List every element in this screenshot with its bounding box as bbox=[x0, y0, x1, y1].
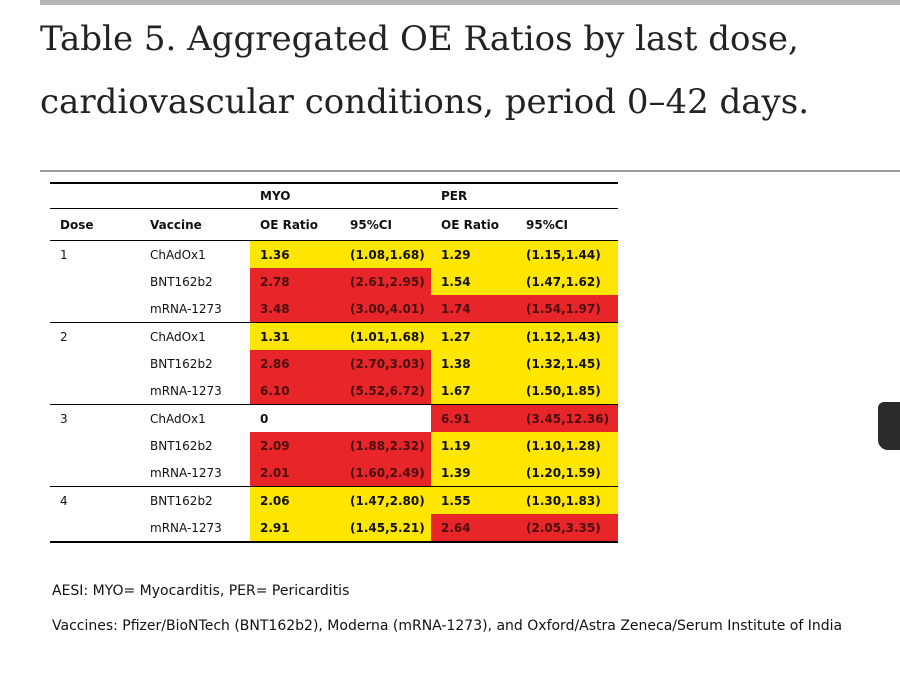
cell-dose bbox=[50, 295, 140, 323]
cell-vaccine: BNT162b2 bbox=[150, 438, 213, 453]
cell-dose bbox=[50, 377, 140, 405]
cell-per-oe: 1.19 bbox=[431, 432, 516, 459]
cell-per-ci: (1.15,1.44) bbox=[516, 240, 618, 268]
cell-dose: 3 bbox=[50, 404, 140, 432]
cell-vaccine: ChAdOx1 bbox=[140, 322, 250, 350]
cell-per-oe: 1.38 bbox=[431, 350, 516, 377]
cell-per-ci: (1.50,1.85) bbox=[516, 377, 618, 405]
table-title: Table 5. Aggregated OE Ratios by last do… bbox=[40, 19, 810, 122]
table-row: 2 ChAdOx1 1.31 (1.01,1.68) 1.27 (1.12,1.43) bbox=[50, 322, 618, 350]
table-row: 1 ChAdOx1 1.36 (1.08,1.68) 1.29 (1.15,1.44) bbox=[50, 240, 618, 268]
cell-vaccine: BNT162b2 bbox=[150, 274, 213, 289]
group-header-row: MYO PER bbox=[50, 183, 618, 209]
cell-per-oe: 1.27 bbox=[431, 322, 516, 350]
cell-myo-ci: (1.01,1.68) bbox=[340, 322, 431, 350]
cell-per-ci: (1.20,1.59) bbox=[516, 459, 618, 487]
cell-per-ci: (1.10,1.28) bbox=[516, 432, 618, 459]
oe-ratio-table: MYO PER Dose Vaccine OE Ratio 95%CI OE R… bbox=[50, 182, 618, 543]
cell-per-ci: (1.47,1.62) bbox=[516, 268, 618, 295]
group-header-myo: MYO bbox=[260, 189, 291, 203]
cell-per-ci: (1.30,1.83) bbox=[516, 486, 618, 514]
cell-myo-oe: 1.36 bbox=[250, 240, 340, 268]
cell-myo-ci: (2.61,2.95) bbox=[340, 268, 431, 295]
cell-per-oe: 2.64 bbox=[431, 514, 516, 543]
cell-myo-oe: 2.91 bbox=[250, 514, 340, 543]
table-row: BNT162b2 2.86 (2.70,3.03) 1.38 (1.32,1.45) bbox=[50, 350, 618, 377]
cell-vaccine: mRNA-1273 bbox=[150, 301, 222, 316]
group-header-empty bbox=[516, 183, 618, 209]
column-header-myo-ci: 95%CI bbox=[340, 208, 431, 241]
column-header-per-ci: 95%CI bbox=[516, 208, 618, 241]
table-row: 3 ChAdOx1 0 6.91 (3.45,12.36) bbox=[50, 404, 618, 432]
separator-rule bbox=[40, 170, 900, 172]
cell-dose bbox=[50, 459, 140, 487]
cell-myo-ci: (1.08,1.68) bbox=[340, 240, 431, 268]
table-row: BNT162b2 2.78 (2.61,2.95) 1.54 (1.47,1.62) bbox=[50, 268, 618, 295]
cell-vaccine: mRNA-1273 bbox=[150, 383, 222, 398]
cell-per-oe: 1.39 bbox=[431, 459, 516, 487]
footnote-vaccines: Vaccines: Pfizer/BioNTech (BNT162b2), Mo… bbox=[52, 618, 843, 634]
cell-per-ci: (1.32,1.45) bbox=[516, 350, 618, 377]
cell-per-ci: (1.12,1.43) bbox=[516, 322, 618, 350]
cell-per-ci: (1.54,1.97) bbox=[516, 295, 618, 323]
cell-dose: 2 bbox=[50, 322, 140, 350]
footnote-aesi: AESI: MYO= Myocarditis, PER= Pericarditi… bbox=[52, 583, 350, 599]
cell-myo-oe: 2.78 bbox=[250, 268, 340, 295]
cell-per-oe: 1.74 bbox=[431, 295, 516, 323]
table-row: mRNA-1273 2.91 (1.45,5.21) 2.64 (2.05,3.35) bbox=[50, 514, 618, 543]
group-header-empty bbox=[340, 183, 431, 209]
top-rule bbox=[40, 0, 900, 5]
cell-vaccine: ChAdOx1 bbox=[140, 404, 250, 432]
cell-per-oe: 6.91 bbox=[431, 404, 516, 432]
cell-myo-oe: 2.06 bbox=[250, 486, 340, 514]
column-header-dose: Dose bbox=[50, 208, 140, 241]
cell-dose bbox=[50, 514, 140, 543]
column-header-myo-oe: OE Ratio bbox=[250, 208, 340, 241]
cell-dose: 1 bbox=[50, 240, 140, 268]
cell-vaccine: BNT162b2 bbox=[150, 356, 213, 371]
table-row: mRNA-1273 3.48 (3.00,4.01) 1.74 (1.54,1.97) bbox=[50, 295, 618, 323]
cell-myo-oe: 3.48 bbox=[250, 295, 340, 323]
edge-object bbox=[878, 402, 900, 450]
cell-myo-ci: (1.88,2.32) bbox=[340, 432, 431, 459]
table-row: BNT162b2 2.09 (1.88,2.32) 1.19 (1.10,1.28) bbox=[50, 432, 618, 459]
cell-per-oe: 1.54 bbox=[431, 268, 516, 295]
group-header-per: PER bbox=[441, 189, 468, 203]
cell-per-oe: 1.29 bbox=[431, 240, 516, 268]
cell-vaccine: mRNA-1273 bbox=[150, 465, 222, 480]
group-header-empty bbox=[140, 183, 250, 209]
cell-dose bbox=[50, 432, 140, 459]
cell-myo-oe: 6.10 bbox=[250, 377, 340, 405]
cell-myo-ci: (2.70,3.03) bbox=[340, 350, 431, 377]
cell-myo-ci: (1.45,5.21) bbox=[340, 514, 431, 543]
cell-myo-oe: 1.31 bbox=[250, 322, 340, 350]
cell-vaccine: ChAdOx1 bbox=[140, 240, 250, 268]
cell-vaccine: BNT162b2 bbox=[140, 486, 250, 514]
cell-myo-oe: 0 bbox=[250, 404, 340, 432]
cell-myo-oe: 2.86 bbox=[250, 350, 340, 377]
table-row: 4 BNT162b2 2.06 (1.47,2.80) 1.55 (1.30,1.83) bbox=[50, 486, 618, 514]
column-header-per-oe: OE Ratio bbox=[431, 208, 516, 241]
cell-dose bbox=[50, 350, 140, 377]
cell-dose: 4 bbox=[50, 486, 140, 514]
table-body: 1 ChAdOx1 1.36 (1.08,1.68) 1.29 (1.15,1.44) BN… bbox=[50, 240, 618, 543]
column-header-row: Dose Vaccine OE Ratio 95%CI OE Ratio 95%… bbox=[50, 208, 618, 241]
cell-myo-oe: 2.01 bbox=[250, 459, 340, 487]
cell-myo-oe: 2.09 bbox=[250, 432, 340, 459]
cell-per-oe: 1.55 bbox=[431, 486, 516, 514]
group-header-empty bbox=[50, 183, 140, 209]
column-header-vaccine: Vaccine bbox=[140, 208, 250, 241]
cell-vaccine: mRNA-1273 bbox=[140, 514, 250, 543]
cell-myo-ci bbox=[340, 404, 431, 432]
cell-myo-ci: (1.47,2.80) bbox=[340, 486, 431, 514]
cell-per-oe: 1.67 bbox=[431, 377, 516, 405]
table-row: mRNA-1273 2.01 (1.60,2.49) 1.39 (1.20,1.59) bbox=[50, 459, 618, 487]
cell-per-ci: (2.05,3.35) bbox=[516, 514, 618, 543]
cell-dose bbox=[50, 268, 140, 295]
cell-myo-ci: (1.60,2.49) bbox=[340, 459, 431, 487]
cell-myo-ci: (5.52,6.72) bbox=[340, 377, 431, 405]
cell-myo-ci: (3.00,4.01) bbox=[340, 295, 431, 323]
cell-per-ci: (3.45,12.36) bbox=[516, 404, 618, 432]
table-row: mRNA-1273 6.10 (5.52,6.72) 1.67 (1.50,1.85) bbox=[50, 377, 618, 405]
